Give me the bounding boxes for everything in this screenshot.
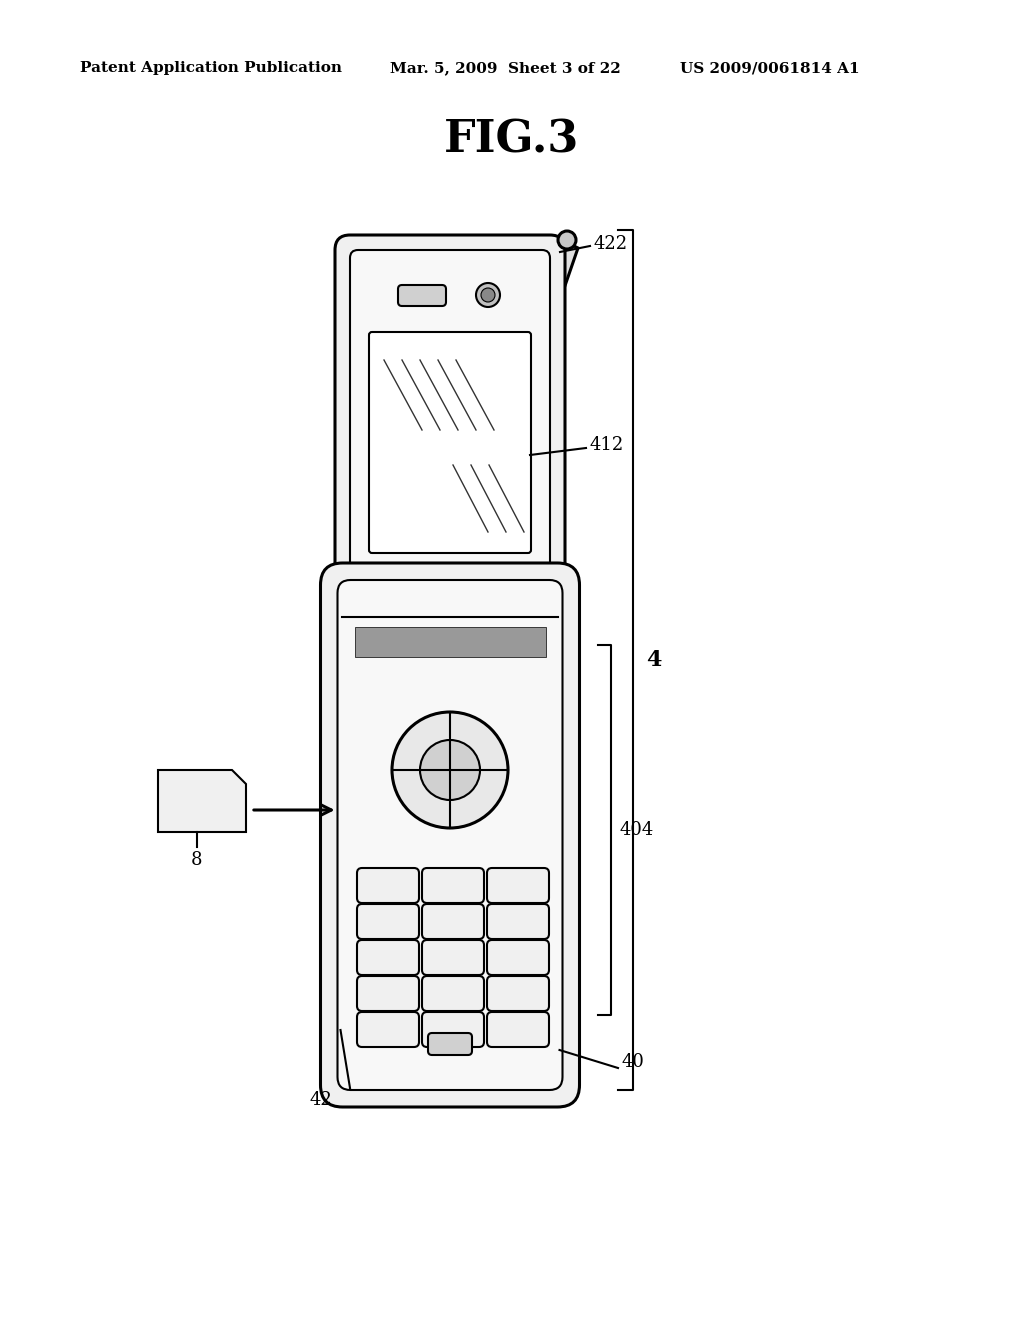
FancyBboxPatch shape: [357, 940, 419, 975]
Text: Patent Application Publication: Patent Application Publication: [80, 61, 342, 75]
FancyBboxPatch shape: [487, 1012, 549, 1047]
Circle shape: [476, 282, 500, 308]
FancyBboxPatch shape: [354, 627, 546, 657]
FancyBboxPatch shape: [350, 249, 550, 620]
Text: 422: 422: [594, 235, 628, 253]
Circle shape: [420, 741, 480, 800]
FancyBboxPatch shape: [357, 869, 419, 903]
FancyBboxPatch shape: [357, 975, 419, 1011]
FancyBboxPatch shape: [487, 940, 549, 975]
Text: US 2009/0061814 A1: US 2009/0061814 A1: [680, 61, 859, 75]
FancyBboxPatch shape: [398, 285, 446, 306]
Text: 8: 8: [191, 851, 203, 869]
Circle shape: [481, 288, 495, 302]
FancyBboxPatch shape: [487, 904, 549, 939]
FancyBboxPatch shape: [422, 869, 484, 903]
Text: 40: 40: [622, 1053, 645, 1071]
Text: Mar. 5, 2009  Sheet 3 of 22: Mar. 5, 2009 Sheet 3 of 22: [390, 61, 621, 75]
FancyBboxPatch shape: [422, 1012, 484, 1047]
Circle shape: [392, 711, 508, 828]
FancyBboxPatch shape: [338, 579, 562, 1090]
FancyBboxPatch shape: [422, 904, 484, 939]
Text: FIG.3: FIG.3: [444, 119, 580, 161]
FancyBboxPatch shape: [369, 333, 531, 553]
FancyBboxPatch shape: [357, 1012, 419, 1047]
FancyBboxPatch shape: [357, 904, 419, 939]
Text: 404: 404: [620, 821, 654, 840]
Polygon shape: [158, 770, 246, 832]
Text: 42: 42: [310, 1092, 333, 1109]
FancyBboxPatch shape: [321, 564, 580, 1107]
FancyBboxPatch shape: [487, 975, 549, 1011]
FancyBboxPatch shape: [428, 1034, 472, 1055]
FancyBboxPatch shape: [487, 869, 549, 903]
Text: 412: 412: [590, 436, 625, 454]
Polygon shape: [530, 238, 578, 335]
Text: 4: 4: [646, 649, 662, 671]
FancyBboxPatch shape: [422, 975, 484, 1011]
FancyBboxPatch shape: [422, 940, 484, 975]
Circle shape: [558, 231, 575, 249]
FancyBboxPatch shape: [335, 235, 565, 635]
FancyBboxPatch shape: [339, 587, 561, 648]
